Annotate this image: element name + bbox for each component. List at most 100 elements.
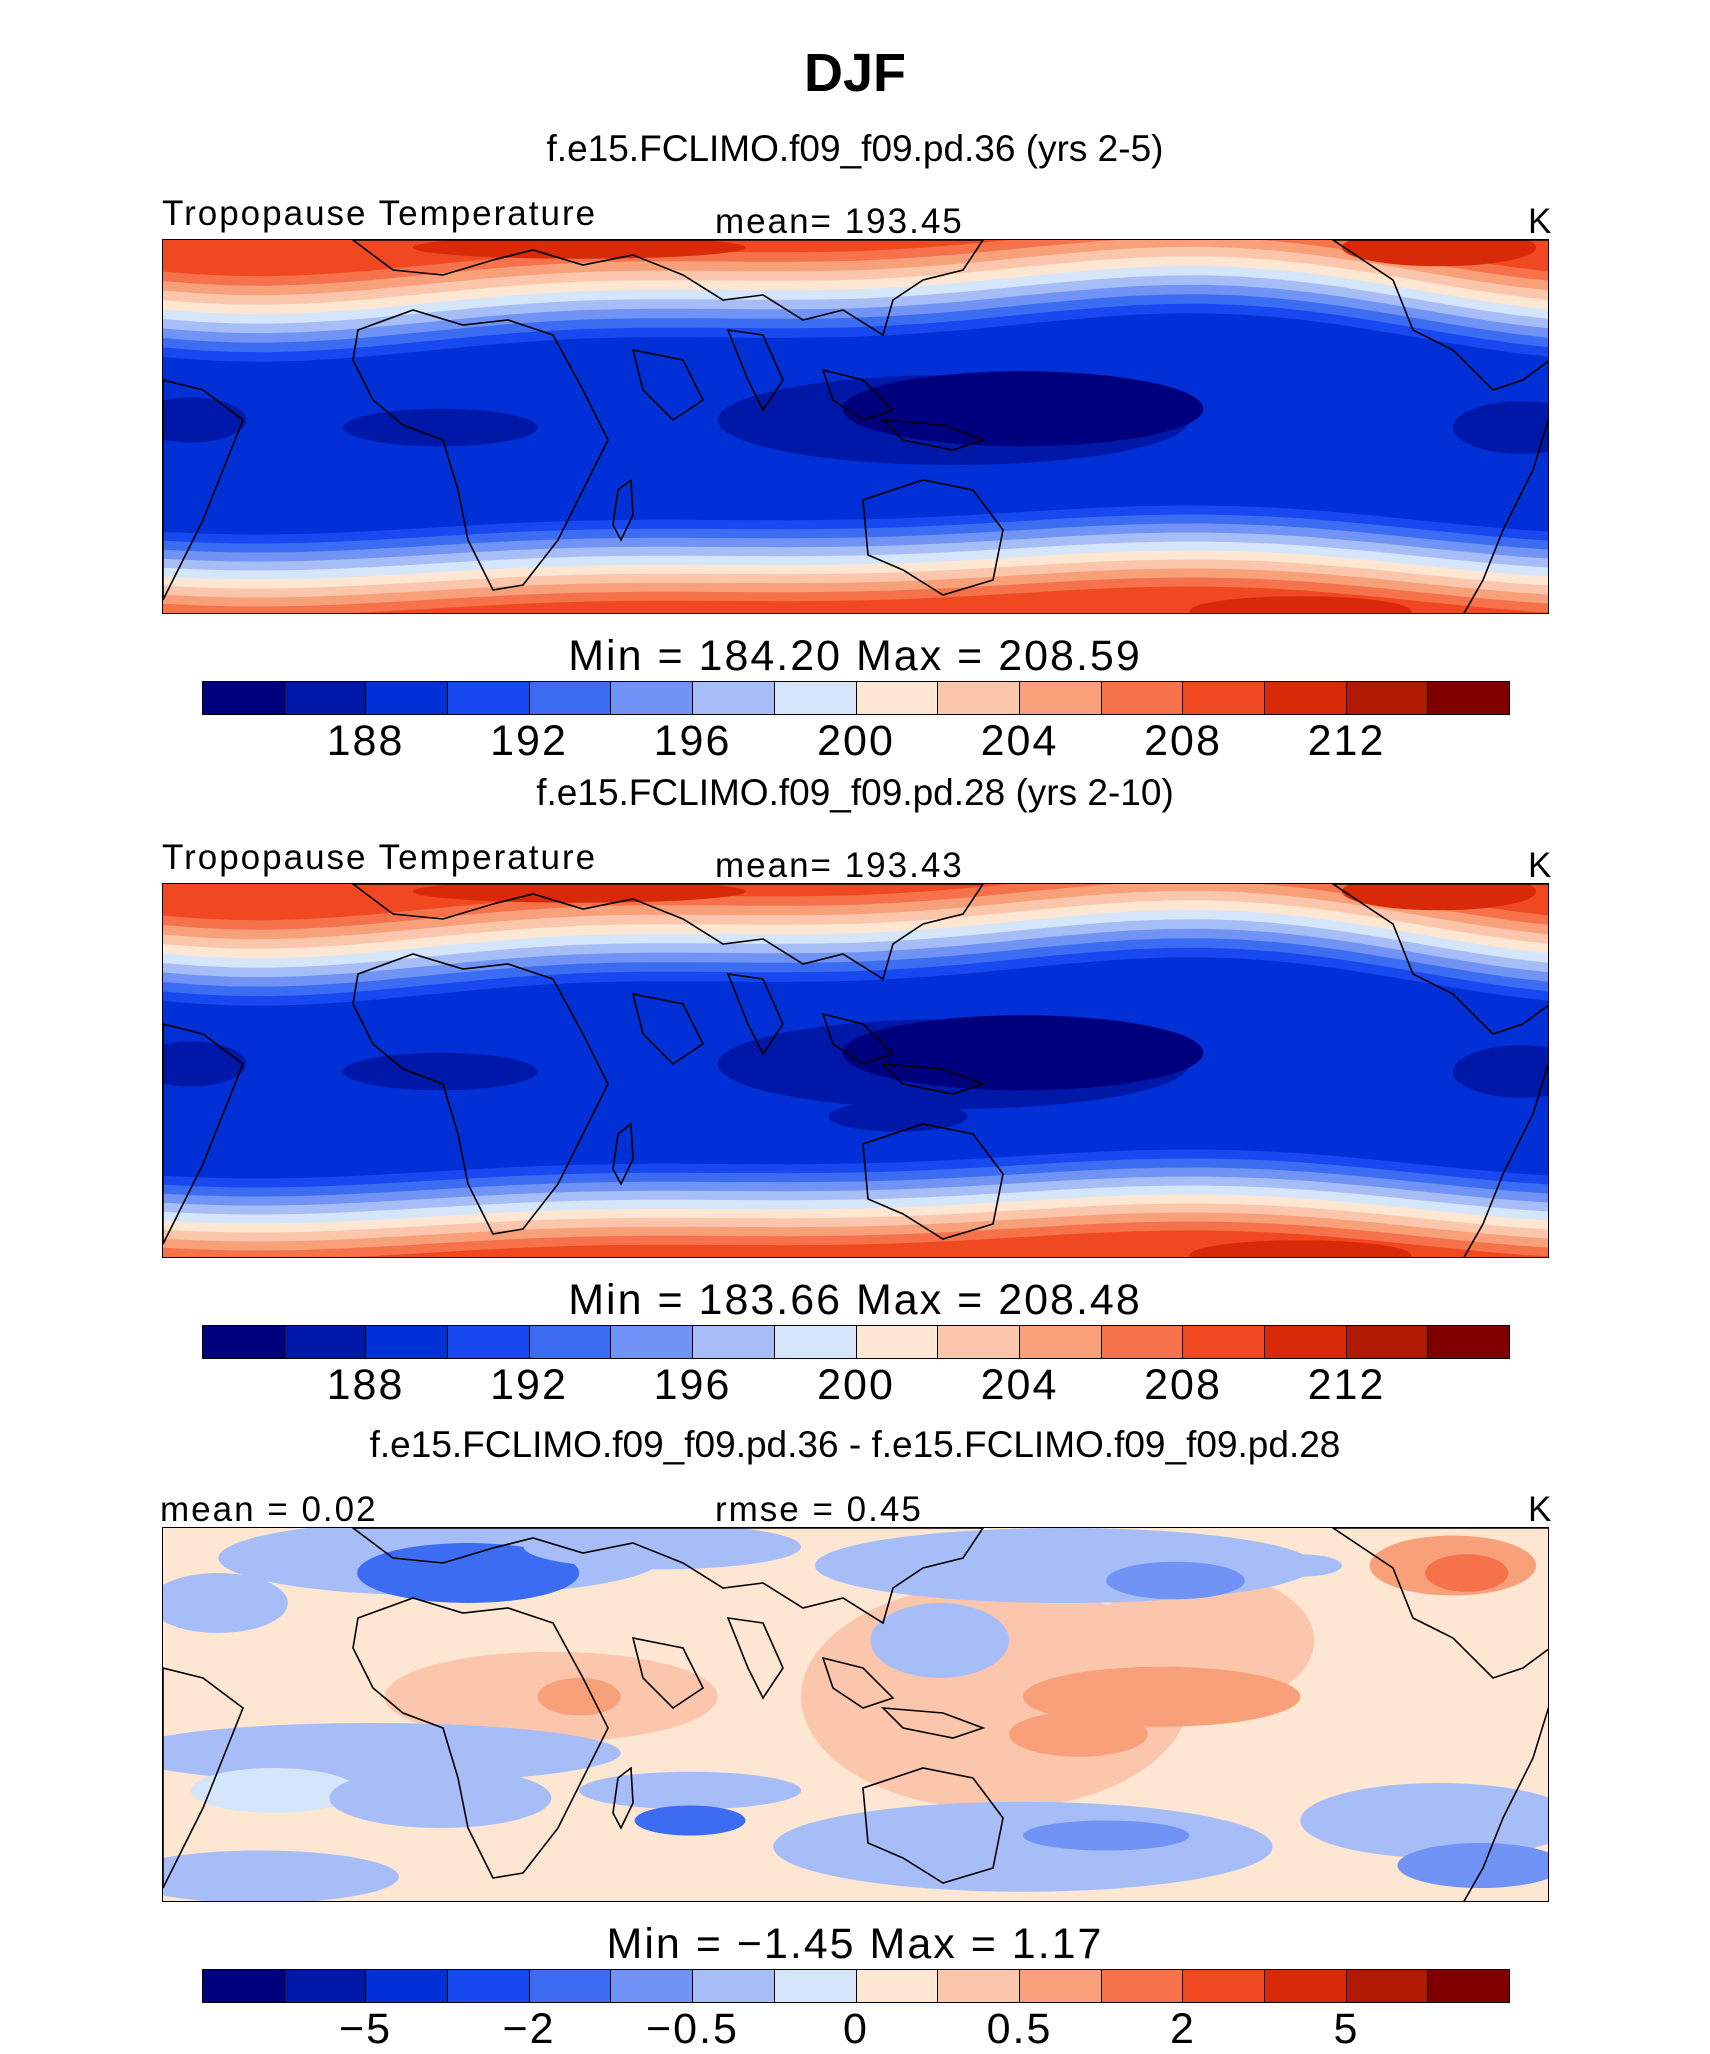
coastline <box>631 348 705 422</box>
colorbar-swatch <box>1101 1970 1184 2002</box>
coastline <box>612 1766 634 1830</box>
coastline <box>1463 418 1548 613</box>
colorbar-swatch <box>448 1326 530 1358</box>
coastline <box>880 1707 986 1739</box>
coastline-group <box>163 884 1548 1257</box>
contour-band <box>537 1678 621 1716</box>
colorbar-swatch <box>693 1970 775 2002</box>
contour-band <box>163 397 247 443</box>
panel3-colorbar <box>202 1969 1510 2003</box>
colorbar-swatch <box>611 1326 694 1358</box>
coastline <box>880 419 986 451</box>
panel1-colorbar <box>202 681 1510 715</box>
colorbar-swatch <box>1428 682 1509 714</box>
colorbar-swatch <box>448 1970 530 2002</box>
coastline <box>726 1617 784 1700</box>
colorbar-swatch <box>203 1326 285 1358</box>
colorbar-swatch <box>1346 1326 1429 1358</box>
coastline <box>726 329 784 412</box>
contour-band <box>842 1015 1204 1091</box>
colorbar-swatch <box>1346 682 1429 714</box>
colorbar-swatch <box>284 682 367 714</box>
coastline <box>631 992 705 1066</box>
colorbar-tick-label: 196 <box>653 1361 732 1409</box>
contour-band <box>1106 1561 1245 1600</box>
colorbar-swatch <box>366 1326 449 1358</box>
colorbar-swatch <box>1019 1970 1102 2002</box>
contour-band <box>828 1101 968 1132</box>
coastline <box>352 953 609 1235</box>
panel2-mean-label: mean= 193.43 <box>715 846 964 885</box>
panel3-units-label: K <box>1528 1490 1554 1529</box>
coastline <box>351 240 984 337</box>
colorbar-swatch <box>1264 682 1347 714</box>
colorbar-swatch <box>856 682 939 714</box>
colorbar-swatch <box>1346 1970 1429 2002</box>
contour-band <box>1341 240 1537 267</box>
colorbar-tick-label: −5 <box>338 2005 393 2053</box>
panel2-min-max: Min = 183.66 Max = 208.48 <box>568 1276 1142 1324</box>
colorbar-swatch <box>774 682 857 714</box>
contour-band <box>190 1768 358 1813</box>
colorbar-swatch <box>856 1326 939 1358</box>
colorbar-swatch <box>1101 682 1184 714</box>
colorbar-tick-label: 192 <box>490 717 568 765</box>
colorbar-swatch <box>1019 682 1102 714</box>
colorbar-tick-label: 188 <box>326 717 405 765</box>
contour-band <box>870 1603 1010 1678</box>
colorbar-tick-label: 204 <box>980 717 1059 765</box>
contour-band <box>329 1768 552 1828</box>
colorbar-swatch <box>1101 1326 1184 1358</box>
colorbar-swatch <box>366 1970 449 2002</box>
coastline <box>880 1063 986 1095</box>
panel3-map <box>162 1527 1549 1902</box>
contour-band <box>523 1528 801 1570</box>
contour-band <box>634 1805 746 1836</box>
colorbar-tick-label: 196 <box>653 717 732 765</box>
colorbar-tick-label: 200 <box>817 1361 895 1409</box>
contour-band <box>1452 1045 1548 1098</box>
panel1-variable-label: Tropopause Temperature <box>162 194 598 233</box>
contour-band <box>412 240 746 259</box>
colorbar-swatch <box>774 1970 857 2002</box>
colorbar-tick-label: 208 <box>1144 1361 1222 1409</box>
colorbar-tick-label: 212 <box>1307 1361 1386 1409</box>
coastline <box>163 379 244 601</box>
colorbar-swatch <box>611 682 694 714</box>
colorbar-swatch <box>938 1970 1020 2002</box>
panel2-map <box>162 883 1549 1258</box>
colorbar-tick-label: −0.5 <box>646 2005 739 2053</box>
colorbar-swatch <box>203 682 285 714</box>
contour-band <box>579 1771 802 1810</box>
contour-band <box>412 884 746 903</box>
coastline <box>862 1767 1004 1884</box>
panel3-rmse-label: rmse = 0.45 <box>715 1490 923 1529</box>
contour-band <box>1425 1554 1509 1592</box>
contour-band <box>343 1052 538 1091</box>
panel3-min-max: Min = −1.45 Max = 1.17 <box>606 1920 1104 1968</box>
colorbar-swatch <box>1264 1970 1347 2002</box>
coastline <box>351 1528 984 1625</box>
colorbar-swatch <box>774 1326 857 1358</box>
colorbar-swatch <box>611 1970 694 2002</box>
colorbar-swatch <box>1183 682 1265 714</box>
contour-band <box>1452 401 1548 454</box>
panel2-variable-label: Tropopause Temperature <box>162 838 598 877</box>
colorbar-tick-label: 0 <box>843 2005 869 2053</box>
coastline <box>352 309 609 591</box>
coastline <box>1331 1528 1548 1679</box>
contour-band <box>163 1573 288 1633</box>
coastline <box>821 368 895 421</box>
coastline <box>821 1012 895 1065</box>
panel3-mean-label: mean = 0.02 <box>160 1490 378 1529</box>
panel3-case-title: f.e15.FCLIMO.f09_f09.pd.36 - f.e15.FCLIM… <box>369 1424 1341 1465</box>
colorbar-tick-label: 188 <box>326 1361 405 1409</box>
colorbar-swatch <box>529 1326 612 1358</box>
colorbar-tick-label: 204 <box>980 1361 1059 1409</box>
colorbar-tick-label: 2 <box>1170 2005 1196 2053</box>
coastline <box>726 973 784 1056</box>
coastline <box>1463 1062 1548 1257</box>
coastline <box>612 1122 634 1186</box>
colorbar-swatch <box>284 1970 367 2002</box>
colorbar-swatch <box>366 682 449 714</box>
